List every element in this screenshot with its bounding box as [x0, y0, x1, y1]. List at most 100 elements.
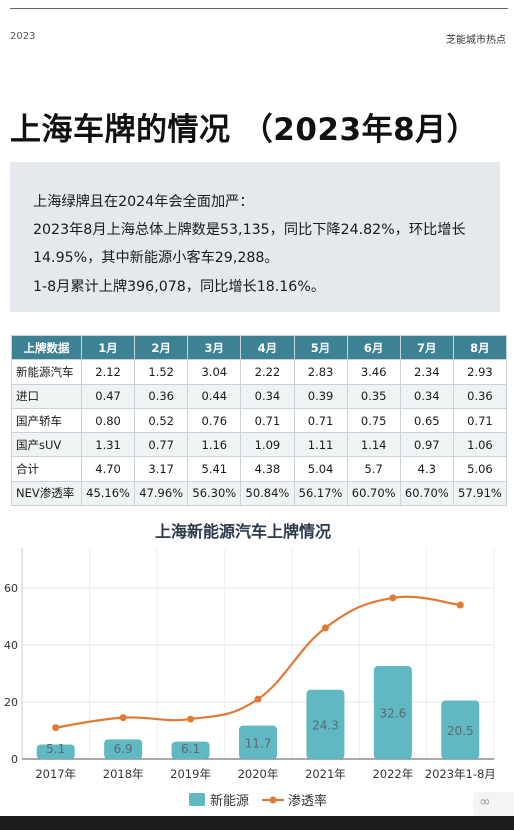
table-cell: 4.38: [240, 456, 295, 482]
bar: [306, 689, 345, 759]
table-cell: 0.47: [80, 383, 136, 409]
line-point: [389, 594, 397, 602]
table-cell: 2.34: [399, 359, 454, 385]
table-cell: 2.22: [240, 359, 295, 385]
legend-label: 新能源: [210, 793, 249, 809]
page-title: 上海车牌的情况 （2023年8月）: [10, 112, 479, 148]
line-point: [187, 715, 195, 723]
table-cell: 0.52: [134, 407, 189, 434]
table-cell: 3.04: [187, 359, 242, 385]
y-tick-label: 0: [11, 753, 18, 766]
line-point: [254, 695, 262, 703]
legend-label: 渗透率: [288, 793, 327, 809]
table-cell: 57.91%: [452, 480, 508, 507]
table-cell: 0.75: [346, 407, 401, 434]
table-header-row: 上牌数据 1月 2月 3月 4月 5月 6月 7月 8月: [11, 334, 508, 361]
table-cell: 3.17: [134, 456, 189, 482]
table-cell: 0.77: [134, 432, 189, 458]
table-row-label: 国产sUV: [11, 432, 82, 458]
bar-data-label: 6.1: [181, 742, 200, 756]
table-row-label: NEV渗透率: [11, 480, 82, 507]
table-cell: 47.96%: [134, 480, 189, 507]
summary-line-4: 1-8月累计上牌396,078，同比增长18.16%。: [33, 279, 326, 295]
table-column-header: 4月: [240, 334, 295, 361]
table-cell: 0.36: [134, 383, 189, 409]
table-cell: 1.11: [293, 432, 348, 458]
table-row-label: 进口: [11, 383, 82, 409]
table-row-label: 国产轿车: [11, 407, 82, 434]
y-tick-label: 60: [4, 582, 18, 595]
bar: [441, 700, 480, 759]
bar-data-label: 6.9: [114, 742, 133, 756]
table-cell: 1.16: [187, 432, 242, 458]
bar: [36, 744, 75, 759]
line-point: [456, 601, 464, 609]
bottom-bar: [0, 816, 514, 830]
table-row-label: 合计: [11, 456, 82, 482]
table-cell: 4.70: [80, 456, 136, 482]
table-cell: 5.06: [452, 456, 508, 482]
table-cell: 56.30%: [187, 480, 242, 507]
table-column-header: 7月: [399, 334, 454, 361]
table-cell: 0.44: [187, 383, 242, 409]
table-cell: 0.34: [399, 383, 454, 409]
table-cell: 5.04: [293, 456, 348, 482]
table-cell: 0.65: [399, 407, 454, 434]
table-cell: 60.70%: [399, 480, 454, 507]
table-cell: 2.93: [452, 359, 508, 385]
bar-data-label: 5.1: [46, 742, 65, 756]
table-row-label: 新能源汽车: [11, 359, 82, 385]
table-row: 新能源汽车 2.12 1.52 3.04 2.22 2.83 3.46 2.34 2.93: [11, 359, 508, 385]
watermark-glyph: ∞: [479, 794, 491, 810]
table-cell: 5.41: [187, 456, 242, 482]
table-row: 进口 0.47 0.36 0.44 0.34 0.39 0.35 0.34 0.36: [11, 383, 508, 409]
line-point: [119, 714, 127, 722]
table-column-header: 上牌数据: [11, 334, 82, 361]
table-cell: 0.97: [399, 432, 454, 458]
y-tick-label: 20: [4, 696, 18, 709]
table-cell: 0.34: [240, 383, 295, 409]
table-cell: 5.7: [346, 456, 401, 482]
table-cell: 2.12: [80, 359, 136, 385]
table-row: 国产sUV 1.31 0.77 1.16 1.09 1.11 1.14 0.97 1.06: [11, 432, 508, 458]
line-point: [52, 724, 60, 732]
line-point: [321, 624, 329, 632]
summary-box: 上海绿牌且在2024年会全面加严： 2023年8月上海总体上牌数是53,135，…: [10, 162, 500, 312]
bar-data-label: 20.5: [447, 724, 474, 738]
top-rule: [10, 8, 508, 9]
table-column-header: 2月: [134, 334, 189, 361]
table-cell: 0.39: [293, 383, 348, 409]
x-tick-label: 2017年: [35, 767, 76, 781]
bar: [104, 739, 143, 759]
bar-data-label: 24.3: [312, 718, 339, 732]
table-cell: 0.76: [187, 407, 242, 434]
y-tick-label: 40: [4, 639, 18, 652]
header-brand: 芝能城市热点: [446, 35, 506, 46]
table-row: NEV渗透率 45.16% 47.96% 56.30% 50.84% 56.17% 60.7…: [11, 480, 508, 507]
table-cell: 0.71: [293, 407, 348, 434]
legend-swatch-point: [269, 796, 277, 804]
wechat-watermark: ∞: [473, 792, 514, 816]
table-cell: 2.83: [293, 359, 348, 385]
bar: [171, 741, 210, 759]
table-cell: 1.06: [452, 432, 508, 458]
chart-title: 上海新能源汽车上牌情况: [155, 522, 331, 541]
bar-data-label: 11.7: [245, 736, 272, 750]
bar: [239, 725, 277, 759]
table-column-header: 1月: [80, 334, 136, 361]
table-cell: 0.80: [80, 407, 136, 434]
x-tick-label: 2021年: [305, 767, 346, 781]
table-column-header: 5月: [293, 334, 348, 361]
table-cell: 60.70%: [346, 480, 401, 507]
table-row: 国产轿车 0.80 0.52 0.76 0.71 0.71 0.75 0.65 0.71: [11, 407, 508, 434]
table-cell: 0.35: [346, 383, 401, 409]
table-cell: 4.3: [399, 456, 454, 482]
table-cell: 3.46: [346, 359, 401, 385]
summary-line-3: 14.95%，其中新能源小客车29,288。: [33, 250, 279, 266]
x-tick-label: 2019年: [170, 767, 211, 781]
x-tick-label: 2018年: [103, 767, 144, 781]
table-column-header: 8月: [452, 334, 508, 361]
legend-swatch-bar: [189, 793, 205, 806]
x-tick-label: 2022年: [372, 767, 413, 781]
x-tick-label: 2023年1-8月: [425, 767, 496, 781]
